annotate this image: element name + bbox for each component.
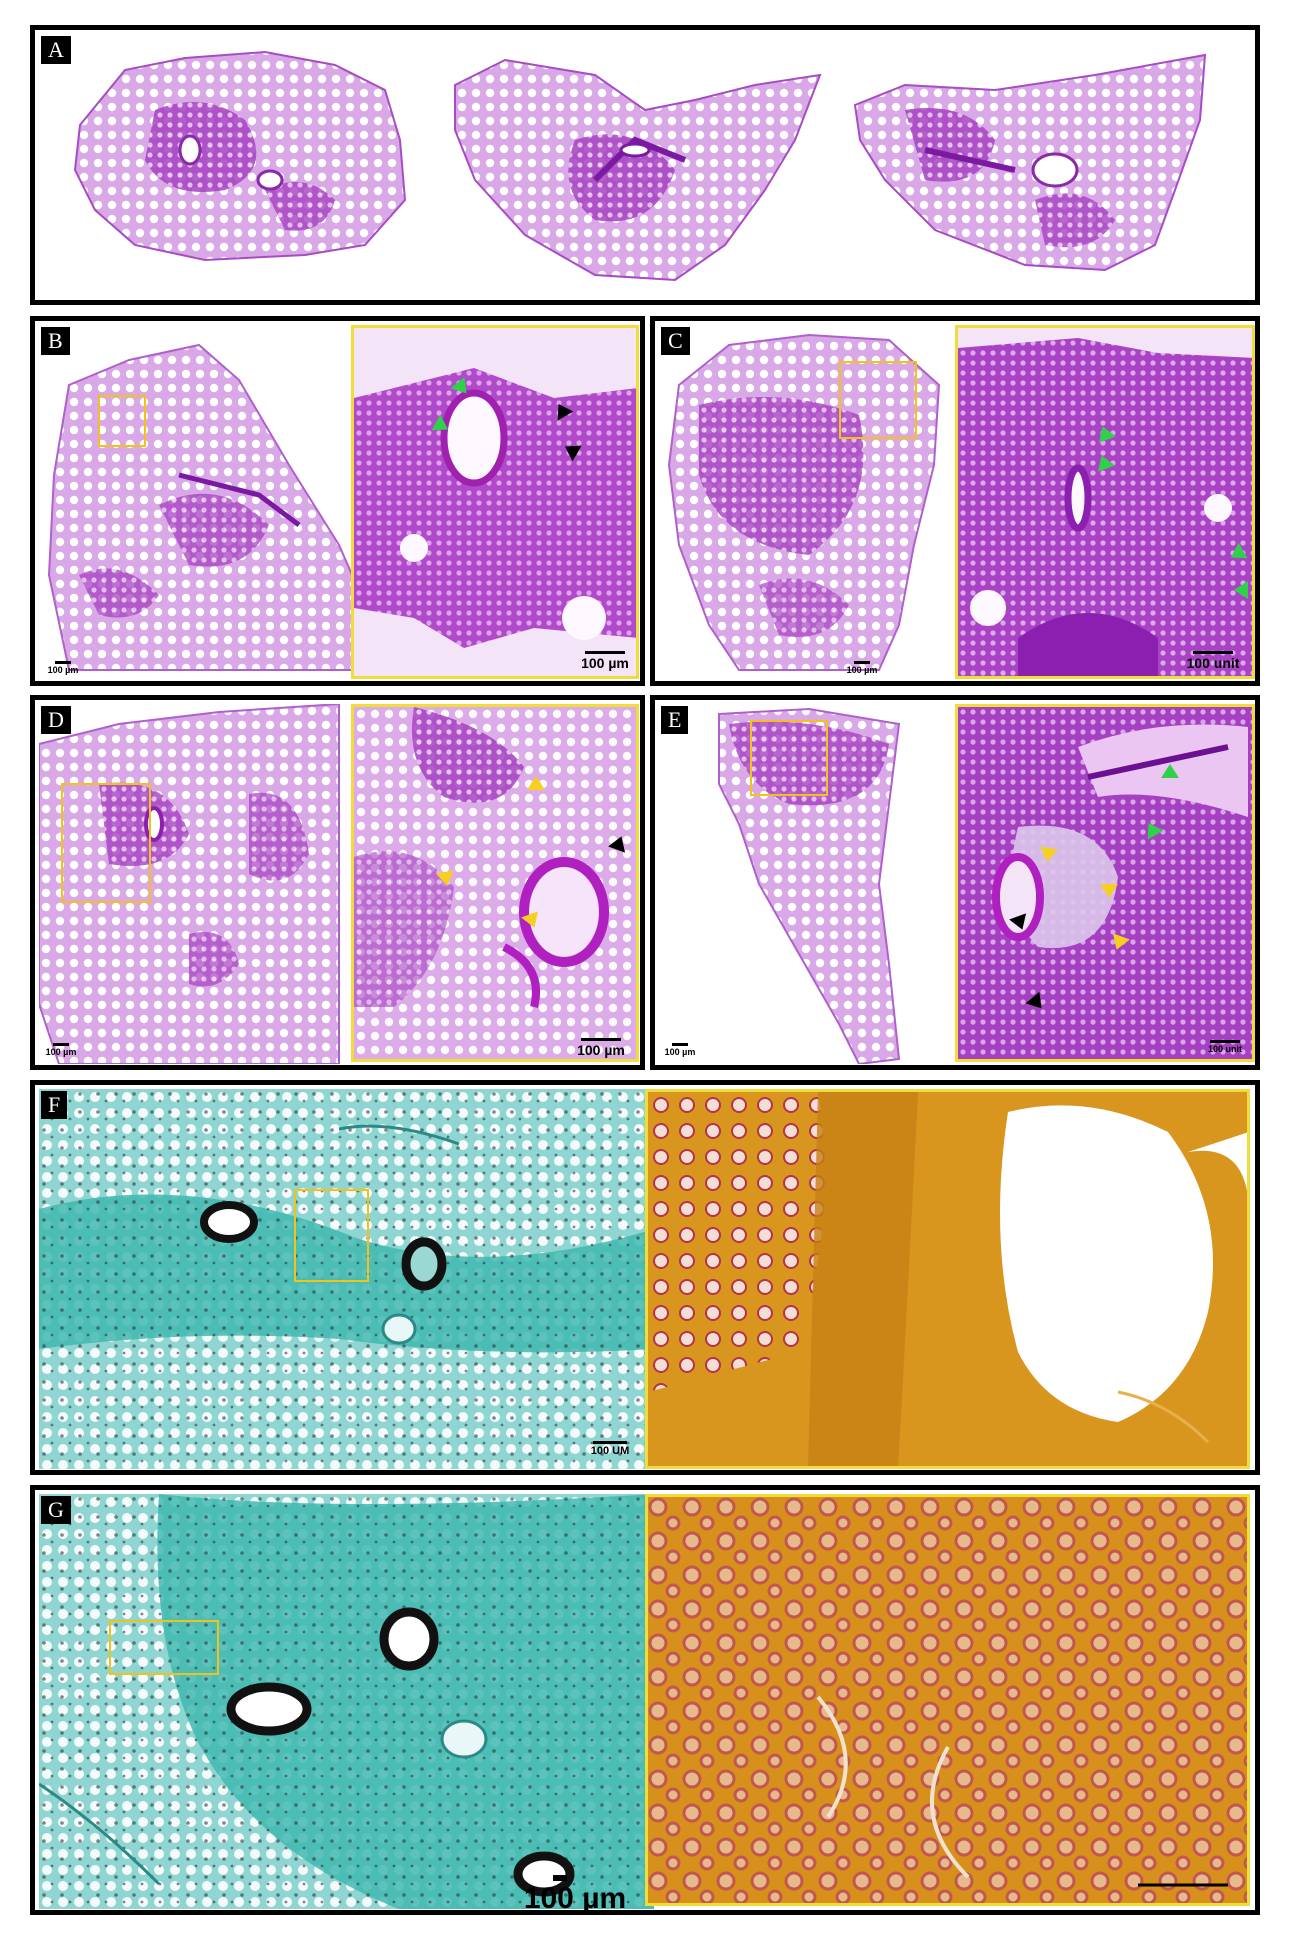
scale-label: 100 µm xyxy=(577,1042,625,1058)
panel-label-f: F xyxy=(41,1091,68,1119)
panel-b-overview-image xyxy=(39,325,374,680)
scale-label: 100 unit xyxy=(1186,655,1240,671)
panel-label-c: C xyxy=(661,327,690,355)
scale-bar-zoom: 100 unit xyxy=(1178,651,1248,671)
panel-label-b: B xyxy=(41,327,70,355)
scale-bar-overview: 100 µm xyxy=(842,661,882,675)
scale-label: 100 µm xyxy=(846,665,878,675)
roi-box xyxy=(109,1620,219,1675)
panel-a: A xyxy=(30,25,1260,305)
scale-label: 100 µm xyxy=(47,665,79,675)
panel-d-overview-image xyxy=(39,704,344,1064)
scale-label: 100 unit xyxy=(1207,1044,1242,1054)
yellow-arrow-icon xyxy=(527,776,545,790)
panel-f: F 100 UM xyxy=(30,1080,1260,1475)
roi-box xyxy=(750,720,828,796)
panel-f-overview-image xyxy=(39,1089,654,1469)
panel-g: G 100 µm xyxy=(30,1485,1260,1915)
panel-label-e: E xyxy=(661,706,689,734)
yellow-arrow-icon xyxy=(1037,846,1059,864)
scale-bar-zoom: 100 unit xyxy=(1200,1040,1250,1054)
panel-e: E 100 µm 100 unit xyxy=(650,695,1260,1070)
roi-box xyxy=(294,1189,369,1282)
scale-label: 100 µm xyxy=(664,1047,696,1057)
panel-d-zoom-image xyxy=(351,704,639,1062)
scale-bar-zoom: 100 µm xyxy=(575,651,635,671)
scale-bar-zoom: 100 µm xyxy=(571,1038,631,1058)
scale-bar-overview: 100 µm xyxy=(43,661,83,675)
panel-b-zoom-image xyxy=(351,325,639,679)
panel-c: C 100 µm 100 unit xyxy=(650,316,1260,686)
scale-label: 100 µm xyxy=(523,1882,627,1915)
panel-f-zoom-image xyxy=(645,1089,1250,1469)
panel-g-zoom-image xyxy=(645,1494,1250,1906)
panel-label-d: D xyxy=(41,706,71,734)
scale-bar-overview: 100 µm xyxy=(660,1043,700,1057)
panel-d: D 100 µm 100 µm xyxy=(30,695,645,1070)
panel-label-g: G xyxy=(41,1496,71,1524)
scale-bar-overview: 100 µm xyxy=(495,1875,655,1916)
panel-label-a: A xyxy=(41,36,71,64)
roi-box xyxy=(839,361,917,439)
green-arrow-icon xyxy=(1234,581,1248,599)
panel-a-lung-sections xyxy=(73,50,1207,282)
panel-c-zoom-image xyxy=(955,325,1255,679)
lung-section-3 xyxy=(853,53,1207,272)
roi-box xyxy=(61,783,151,903)
panel-b: B 100 µm 100 µm xyxy=(30,316,645,686)
scale-label: 100 µm xyxy=(581,655,629,671)
roi-box xyxy=(98,395,146,447)
panel-e-zoom-image xyxy=(955,704,1255,1062)
yellow-arrow-icon xyxy=(1100,884,1118,898)
panel-e-overview-image xyxy=(659,704,949,1064)
scale-bar-overview: 100 UM xyxy=(580,1441,640,1457)
green-arrow-icon xyxy=(1161,764,1179,778)
scale-label: 100 µm xyxy=(45,1047,77,1057)
scale-bar-overview: 100 µm xyxy=(41,1043,81,1057)
scale-label: 100 UM xyxy=(590,1445,630,1457)
panel-c-overview-image xyxy=(659,325,949,680)
panel-g-overview-image xyxy=(39,1494,654,1909)
